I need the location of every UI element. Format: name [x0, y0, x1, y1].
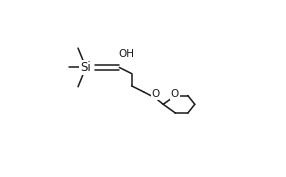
- Text: OH: OH: [118, 49, 134, 59]
- Text: Si: Si: [81, 61, 91, 74]
- Text: O: O: [170, 89, 179, 99]
- Text: O: O: [152, 89, 160, 99]
